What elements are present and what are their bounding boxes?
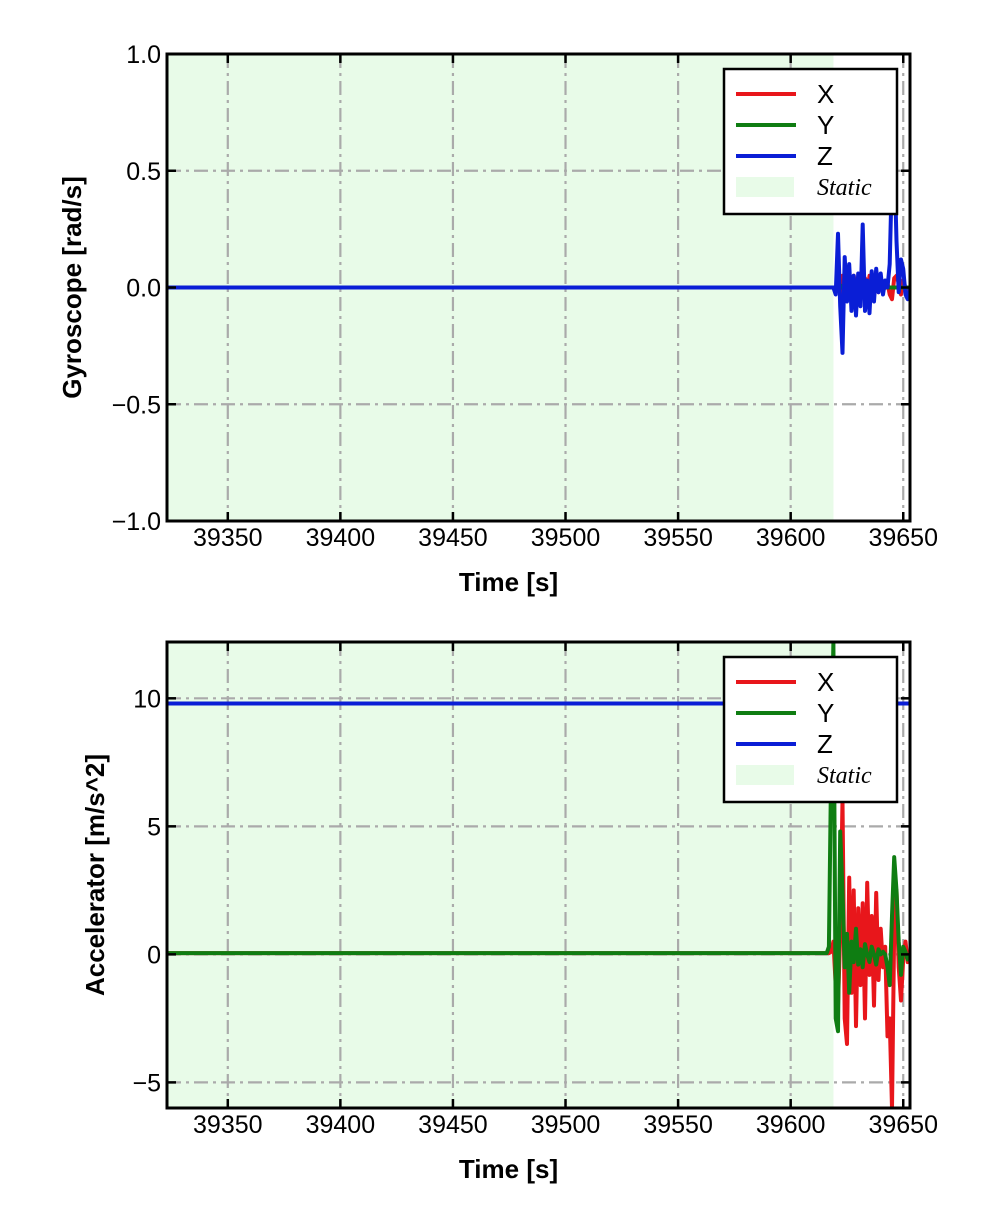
y-tick-label: −5 bbox=[132, 1069, 161, 1097]
gyroscope-panel: 39350 39400 39450 39500 39550 39600 39650 −1.0 −… bbox=[57, 41, 938, 597]
y-tick-label: 10 bbox=[133, 685, 161, 713]
x-tick-label: 39650 bbox=[868, 524, 938, 552]
x-tick-label: 39600 bbox=[756, 524, 826, 552]
x-tick-label: 39400 bbox=[306, 524, 376, 552]
y-tick-label: 0.5 bbox=[126, 158, 161, 186]
x-tick-label: 39400 bbox=[306, 1111, 376, 1139]
x-tick-label: 39500 bbox=[531, 524, 601, 552]
legend-label-static: Static bbox=[817, 763, 872, 789]
legend-swatch-static bbox=[736, 765, 794, 785]
x-tick-label: 39550 bbox=[643, 1111, 713, 1139]
y-tick-label: −1.0 bbox=[112, 508, 161, 536]
grid bbox=[167, 642, 910, 1108]
y-axis-label: Accelerator [m/s^2] bbox=[80, 754, 110, 996]
tick-marks bbox=[167, 642, 910, 1108]
x-tick-label: 39500 bbox=[531, 1111, 601, 1139]
x-axis-label: Time [s] bbox=[459, 567, 558, 597]
legend-label-z: Z bbox=[817, 141, 833, 171]
static-region bbox=[167, 642, 834, 1108]
legend-swatch-static bbox=[736, 177, 794, 197]
x-axis-label: Time [s] bbox=[459, 1154, 558, 1184]
y-tick-label: 5 bbox=[147, 813, 161, 841]
accelerator-panel: 39350 39400 39450 39500 39550 39600 39650 −5 0 5 1… bbox=[80, 640, 938, 1184]
y-tick-label: 0 bbox=[147, 941, 161, 969]
x-tick-label: 39650 bbox=[868, 1111, 938, 1139]
legend-label-static: Static bbox=[817, 175, 872, 201]
x-tick-label: 39350 bbox=[193, 1111, 263, 1139]
legend-label-z: Z bbox=[817, 729, 833, 759]
series-line-y bbox=[167, 642, 910, 1034]
x-tick-label: 39600 bbox=[756, 1111, 826, 1139]
y-tick-label: 0.0 bbox=[126, 275, 161, 303]
x-tick-label: 39450 bbox=[418, 1111, 488, 1139]
y-axis-label: Gyroscope [rad/s] bbox=[57, 176, 87, 399]
x-tick-label: 39450 bbox=[418, 524, 488, 552]
x-tick-label: 39550 bbox=[643, 524, 713, 552]
legend-label-y: Y bbox=[817, 110, 834, 140]
legend-label-x: X bbox=[817, 667, 834, 697]
series-line-z bbox=[167, 150, 910, 355]
tick-marks bbox=[167, 52, 910, 523]
y-tick-label: −0.5 bbox=[112, 391, 161, 419]
plot-frame bbox=[165, 640, 912, 1110]
legend-label-y: Y bbox=[817, 698, 834, 728]
legend-label-x: X bbox=[817, 79, 834, 109]
x-tick-label: 39350 bbox=[193, 524, 263, 552]
series-group bbox=[167, 150, 910, 355]
y-tick-label: 1.0 bbox=[126, 41, 161, 69]
